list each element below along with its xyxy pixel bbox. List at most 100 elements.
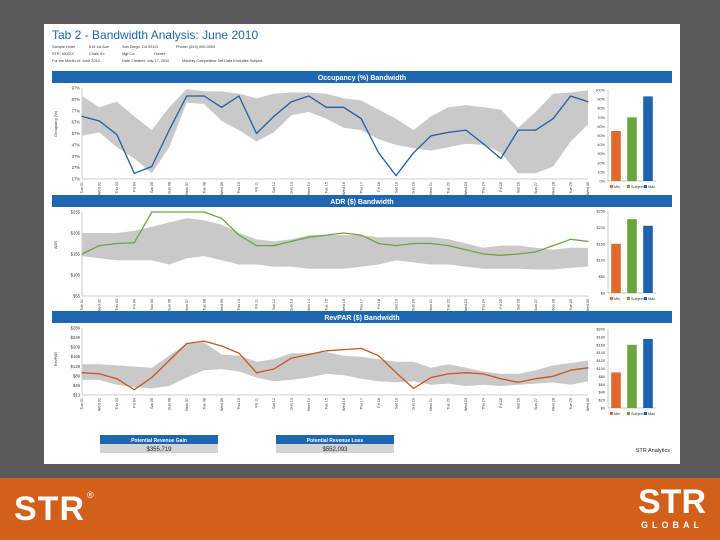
occupancy-data-point — [430, 135, 432, 137]
occupancy-xtick-label: Sun 20 — [412, 182, 416, 194]
adr-data-point — [186, 211, 188, 213]
adr-compset-band — [82, 218, 588, 270]
adr-bar-min — [611, 243, 621, 293]
occupancy-data-point — [325, 106, 327, 108]
occupancy-xtick-label: Sat 12 — [272, 182, 276, 193]
occupancy-data-point — [186, 95, 188, 97]
revpar-xtick-label: Mon 21 — [429, 398, 433, 411]
adr-data-point — [255, 245, 258, 247]
revpar-ylabel: RevPAR — [54, 352, 58, 367]
occupancy-chart-title: Occupancy (%) Bandwidth — [318, 75, 406, 82]
adr-xtick-label: Tue 01 — [80, 299, 84, 311]
revpar-data-point — [325, 350, 327, 352]
revenue-gain-value-cell — [100, 444, 218, 453]
report-title: Tab 2 - Bandwidth Analysis: June 2010 — [52, 28, 258, 42]
revpar-ytick-label: $129 — [71, 364, 81, 369]
revpar-data-point — [343, 349, 345, 351]
occupancy-legend-swatch — [610, 185, 613, 188]
revpar-xtick-label: Wed 23 — [464, 398, 468, 411]
adr-xtick-label: Sun 27 — [534, 299, 538, 311]
occupancy-bar-min — [611, 131, 621, 181]
adr-data-point — [412, 242, 415, 245]
revpar-xtick-label: Wed 16 — [342, 398, 346, 411]
revpar-data-point — [482, 373, 484, 375]
revpar-data-point — [360, 347, 362, 349]
revpar-legend-label: Max — [648, 412, 655, 416]
revpar-bar-ytick-label: $120 — [597, 359, 605, 363]
occupancy-section: Occupancy (%) Bandwidth Occupancy (%) 97… — [52, 71, 672, 195]
occupancy-xtick-label: Sat 05 — [150, 182, 154, 193]
occupancy-data-point — [360, 118, 362, 120]
revpar-banner — [52, 311, 672, 323]
adr-xtick-label: Sat 19 — [394, 299, 398, 310]
revpar-xtick-label: Thu 03 — [115, 398, 119, 410]
revenue-gain-label: Potential Revenue Gain — [131, 438, 187, 444]
revpar-data-point — [412, 387, 415, 389]
adr-xtick-label: Tue 15 — [325, 299, 329, 311]
occupancy-bar-ytick-label: 10% — [597, 170, 605, 174]
str-global-logo-text: STR — [638, 483, 706, 521]
info-month: For the Month of: June 2010 — [52, 59, 100, 63]
revpar-xtick-label: Sun 06 — [167, 398, 171, 410]
adr-bar-subject — [627, 219, 637, 293]
revpar-data-point — [395, 372, 397, 374]
revpar-data-point — [116, 378, 118, 380]
occupancy-data-point — [133, 172, 135, 174]
adr-xtick-label: Sun 20 — [412, 299, 416, 311]
adr-xtick-label: Wed 16 — [342, 299, 346, 312]
adr-bar-max — [643, 225, 653, 293]
adr-data-point — [290, 240, 292, 242]
occupancy-bar-ytick-label: 90% — [597, 98, 605, 102]
adr-data-point — [465, 249, 467, 251]
revpar-data-point — [500, 378, 502, 380]
occupancy-data-point — [308, 95, 310, 97]
revpar-bar-ytick-label: $0 — [601, 407, 605, 411]
adr-data-point — [221, 217, 223, 219]
occupancy-data-point — [290, 101, 292, 103]
occupancy-ytick-label: 67% — [72, 120, 81, 125]
revpar-data-point — [290, 357, 292, 359]
occupancy-data-point — [203, 95, 205, 97]
revenue-loss-label: Potential Revenue Loss — [307, 438, 364, 444]
revpar-data-point — [238, 352, 240, 354]
adr-xtick-label: Tue 29 — [569, 299, 573, 311]
adr-data-point — [273, 245, 275, 247]
occupancy-xtick-label: Wed 30 — [586, 182, 590, 195]
adr-legend-label: Subject — [631, 297, 645, 301]
adr-subject-line — [81, 211, 589, 256]
occupancy-xtick-label: Mon 28 — [551, 182, 555, 195]
occupancy-xtick-label: Sun 27 — [534, 182, 538, 194]
occupancy-xtick-label: Mon 07 — [185, 182, 189, 195]
revpar-data-point — [535, 378, 537, 380]
occupancy-data-point — [535, 129, 537, 131]
occupancy-bar-ytick-label: 100% — [595, 89, 605, 93]
adr-xtick-label: Tue 08 — [202, 299, 206, 311]
adr-xtick-label: Mon 07 — [185, 299, 189, 312]
revpar-xtick-label: Sat 05 — [150, 398, 154, 409]
occupancy-xtick-label: Fri 25 — [499, 182, 503, 192]
occupancy-xtick-label: Tue 29 — [569, 182, 573, 194]
info-mgt-co: Mgt Co: — [122, 52, 135, 56]
adr-data-point — [238, 234, 240, 236]
occupancy-ytick-label: 57% — [72, 131, 81, 136]
adr-bar-ytick-label: $150 — [597, 242, 605, 246]
occupancy-xtick-label: Wed 09 — [220, 182, 224, 195]
adr-ylabel: ADR — [54, 241, 58, 249]
report-canvas: Tab 2 - Bandwidth Analysis: June 2010 Sa… — [52, 28, 672, 454]
info-compset-note: Monthly Competitive Set Data Excludes Su… — [182, 59, 263, 63]
adr-data-point — [151, 211, 153, 213]
adr-xtick-label: Sun 13 — [290, 299, 294, 311]
occupancy-data-point — [98, 120, 100, 122]
revpar-data-point — [273, 368, 275, 370]
revpar-legend-label: Subject — [631, 412, 645, 416]
adr-bar-ytick-label: $200 — [597, 226, 605, 230]
revpar-data-point — [98, 373, 100, 375]
revenue-gain-box: Potential Revenue Gain $355,719 — [100, 435, 218, 453]
occupancy-bar-ytick-label: 60% — [597, 125, 605, 129]
bandwidth-report: Tab 2 - Bandwidth Analysis: June 2010 Sa… — [44, 24, 680, 464]
revpar-ytick-label: $13 — [73, 393, 81, 398]
revpar-data-point — [447, 373, 449, 375]
adr-legend-label: Max — [648, 297, 655, 301]
adr-data-point — [482, 253, 484, 255]
